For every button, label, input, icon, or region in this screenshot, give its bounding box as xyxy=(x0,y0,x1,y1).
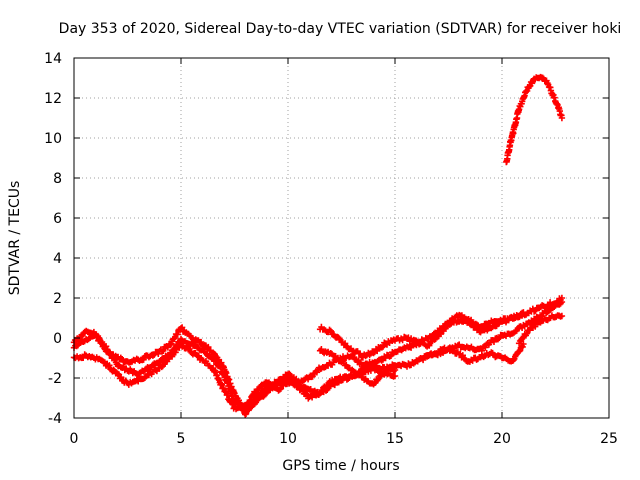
data-point-markers xyxy=(316,309,527,361)
y-axis-label: SDTVAR / TECUs xyxy=(7,181,23,296)
series-arc-8 xyxy=(515,312,566,347)
data-point-markers xyxy=(423,298,566,360)
x-tick-label: 15 xyxy=(386,431,404,447)
data-point-markers xyxy=(515,312,566,347)
y-tick-label: -2 xyxy=(48,371,62,387)
data-points xyxy=(70,73,566,418)
x-axis-label: GPS time / hours xyxy=(282,458,399,474)
y-tick-label: 12 xyxy=(44,91,62,107)
y-tick-label: 6 xyxy=(53,211,62,227)
series-arc-7 xyxy=(503,73,566,166)
x-tick-label: 20 xyxy=(493,431,511,447)
y-tick-label: 0 xyxy=(53,331,62,347)
plot-frame xyxy=(73,57,610,419)
y-tick-label: 4 xyxy=(53,251,62,267)
series-arc-6 xyxy=(423,298,566,360)
x-tick-label: 5 xyxy=(177,431,186,447)
y-tick-label: 8 xyxy=(53,171,62,187)
x-tick-label: 0 xyxy=(70,431,79,447)
series-arc-1 xyxy=(70,294,566,418)
chart-title: Day 353 of 2020, Sidereal Day-to-day VTE… xyxy=(59,21,622,37)
series-arc-4 xyxy=(316,309,527,361)
y-tick-label: -4 xyxy=(48,411,62,427)
y-tick-label: 14 xyxy=(44,51,62,67)
x-tick-label: 25 xyxy=(600,431,618,447)
x-tick-label: 10 xyxy=(279,431,297,447)
axis-ticks: 0 5 10 15 20 25 -4 -2 0 2 4 6 8 10 12 14 xyxy=(44,51,618,447)
data-point-markers xyxy=(70,294,566,418)
y-tick-label: 2 xyxy=(53,291,62,307)
data-point-markers xyxy=(503,73,566,166)
y-tick-label: 10 xyxy=(44,131,62,147)
